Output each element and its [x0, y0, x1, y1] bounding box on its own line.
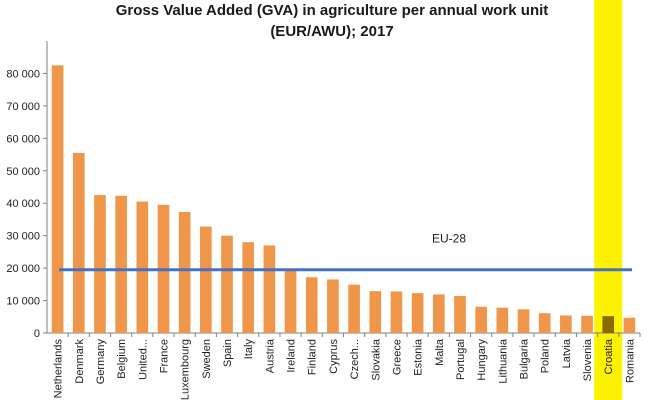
chart-title: Gross Value Added (GVA) in agriculture p… — [0, 0, 664, 42]
x-tick-label: Finland — [307, 339, 319, 375]
x-tick-label: Belgium — [116, 339, 128, 379]
x-tick-label: Portugal — [455, 339, 467, 380]
x-tick-label: Malta — [434, 338, 446, 366]
bar-croatia — [602, 316, 615, 333]
chart-title-line-1: Gross Value Added (GVA) in agriculture p… — [115, 2, 549, 19]
bar-greece — [390, 291, 403, 333]
y-tick-label: 10 000 — [6, 296, 40, 308]
x-tick-label: Bulgaria — [519, 338, 531, 379]
bar-denmark — [72, 152, 85, 333]
bar-united — [136, 201, 149, 333]
bar-austria — [263, 245, 276, 333]
x-tick-label: Greece — [391, 339, 403, 375]
x-tick-label: Italy — [243, 339, 255, 360]
x-tick-label: Spain — [222, 339, 234, 367]
bar-sweden — [200, 226, 212, 333]
x-tick-label: Germany — [95, 339, 107, 385]
x-tick-label: Croatia — [603, 338, 615, 374]
y-tick-label: 60 000 — [6, 133, 40, 145]
eu-28-label: EU-28 — [432, 232, 466, 246]
x-tick-label: Hungary — [476, 339, 488, 381]
bar-portugal — [454, 296, 466, 333]
x-tick-label: Netherlands — [53, 339, 65, 399]
x-tick-label: Austria — [264, 338, 276, 373]
y-tick-label: 70 000 — [6, 101, 40, 113]
bar-ireland — [284, 270, 297, 333]
bar-bulgaria — [517, 309, 530, 333]
x-tick-label: Slovakia — [370, 338, 382, 380]
x-tick-label: Sweden — [201, 339, 213, 379]
bar-estonia — [411, 293, 424, 333]
bar-finland — [305, 277, 318, 333]
bar-italy — [242, 242, 255, 333]
x-tick-label: Cyprus — [328, 339, 340, 374]
chart-title-line-2: (EUR/AWU); 2017 — [270, 23, 394, 40]
x-tick-label: Lithuania — [497, 338, 509, 384]
x-tick-label: Estonia — [413, 338, 425, 376]
y-tick-label: 50 000 — [6, 166, 40, 178]
x-tick-label: Denmark — [74, 339, 86, 384]
bar-luxembourg — [178, 211, 191, 333]
x-tick-label: Romania — [624, 338, 636, 383]
bar-cyprus — [327, 279, 339, 333]
bar-spain — [221, 235, 233, 333]
bar-czech — [348, 284, 360, 333]
x-tick-label: Ireland — [286, 339, 298, 373]
y-tick-label: 0 — [34, 328, 40, 340]
bar-hungary — [475, 306, 487, 333]
x-tick-label: France — [158, 339, 170, 373]
y-tick-label: 30 000 — [6, 231, 40, 243]
x-tick-label: Czech... — [349, 339, 361, 379]
x-tick-label: United... — [137, 339, 149, 380]
bar-romania — [623, 317, 636, 333]
x-tick-label: Latvia — [561, 338, 573, 368]
x-tick-label: Poland — [540, 339, 552, 373]
y-tick-label: 40 000 — [6, 198, 40, 210]
bar-slovenia — [581, 315, 593, 333]
y-tick-label: 20 000 — [6, 263, 40, 275]
bar-lithuania — [496, 307, 509, 333]
bar-malta — [432, 294, 445, 333]
bar-slovakia — [369, 291, 382, 333]
bar-belgium — [115, 195, 127, 333]
bar-latvia — [560, 315, 572, 333]
bar-poland — [538, 313, 551, 333]
bar-netherlands — [51, 65, 64, 333]
y-tick-label: 80 000 — [6, 68, 40, 80]
bar-germany — [94, 195, 106, 333]
x-tick-label: Luxembourg — [180, 339, 192, 400]
x-tick-label: Slovenia — [582, 338, 594, 381]
